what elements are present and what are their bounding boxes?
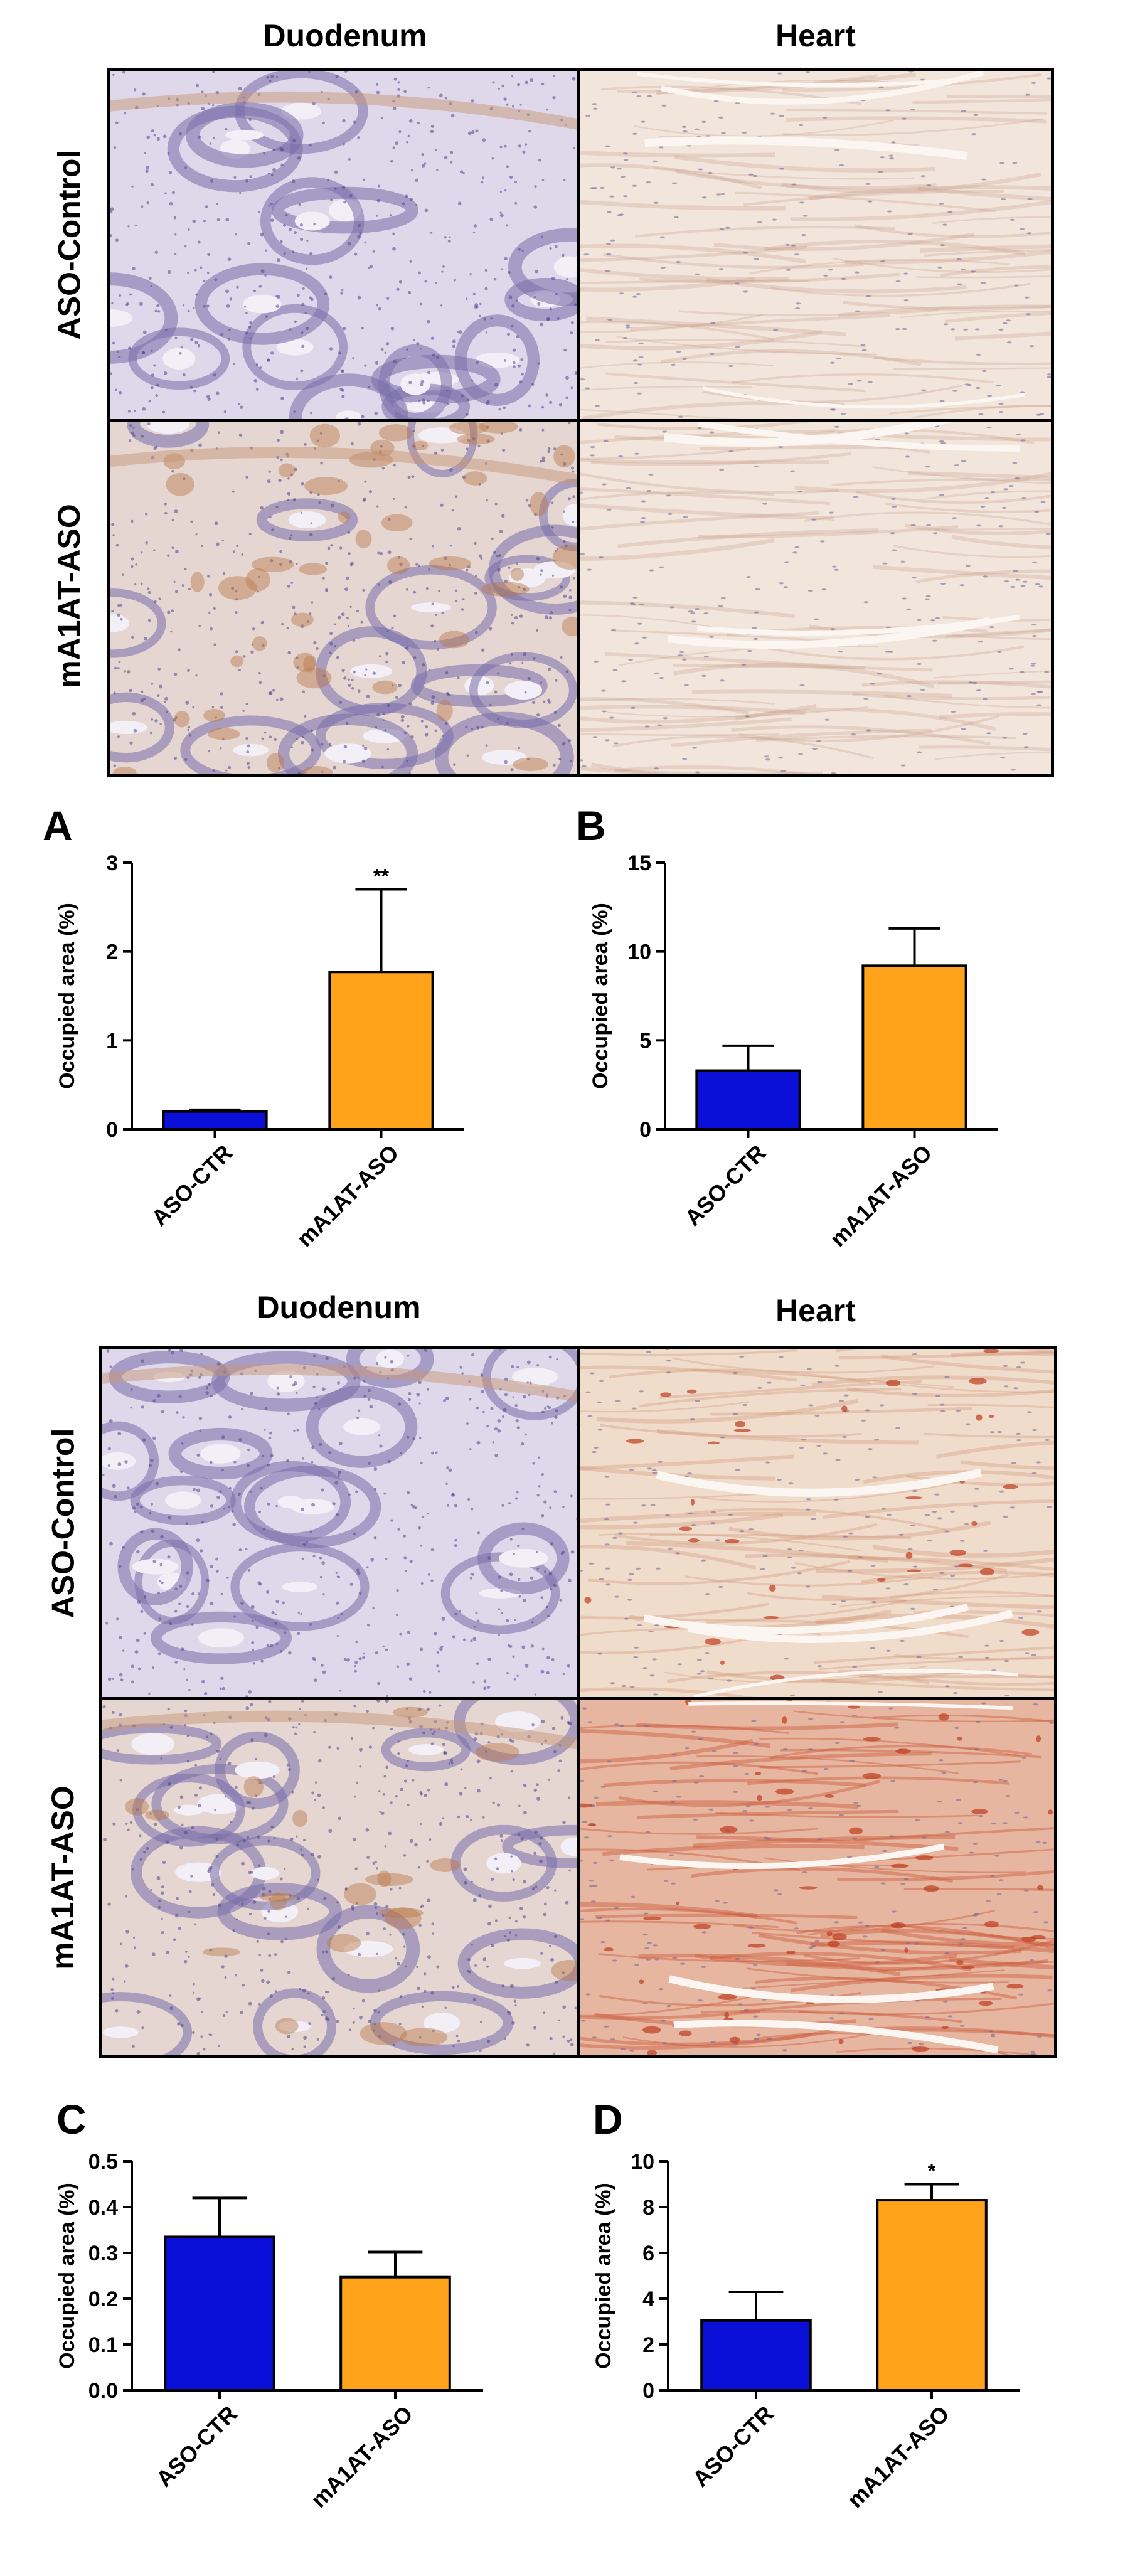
top-col-header-heart: Heart: [775, 18, 856, 53]
y-tick-label-0: 0: [639, 1118, 651, 1142]
y-tick-label-3: 3: [106, 851, 118, 875]
x-tick-label-ma1at-aso: mA1AT-ASO: [842, 2401, 954, 2513]
significance-marker-ma1at-aso: *: [928, 2160, 936, 2183]
bar-aso-ctr: [695, 1069, 801, 1131]
x-tick-label-aso-ctr: ASO-CTR: [679, 1140, 770, 1231]
top-row-header-ma1at-aso-wrap: mA1AT-ASO: [38, 420, 100, 772]
y-tick-label-3: 6: [642, 2242, 654, 2265]
chart-b: Occupied area (%) 0 5 10 15 ASO-CTR mA1AT-ASO: [589, 851, 998, 1252]
y-tick-label-0: 0: [106, 1118, 118, 1142]
y-tick-label-2: 2: [106, 940, 118, 964]
panel-letter-c: C: [56, 2096, 87, 2142]
y-tick-label-3: 15: [627, 851, 651, 875]
y-axis-label: Occupied area (%): [592, 2183, 615, 2369]
y-tick-label-0: 0.0: [88, 2379, 118, 2403]
y-axis-label: Occupied area (%): [55, 903, 79, 1089]
bottom-col-header-duodenum: Duodenum: [257, 1290, 421, 1325]
chart-d: Occupied area (%) 0 2 4 6 8 10 ASO-CTR * mA1AT-AS…: [592, 2150, 1020, 2513]
bar-aso-ctr: [164, 2235, 275, 2392]
panel-letter-d: D: [593, 2096, 623, 2142]
x-tick-label-aso-ctr: ASO-CTR: [146, 1140, 237, 1231]
bottom-col-header-heart: Heart: [775, 1293, 856, 1328]
bottom-row-header-aso-control-wrap: ASO-Control: [31, 1346, 94, 1700]
y-tick-label-5: 10: [631, 2150, 654, 2174]
bar-ma1at-aso: [328, 971, 434, 1131]
panel-letter-b: B: [576, 802, 606, 849]
micrograph-top-heart-aso-control: [577, 68, 1054, 422]
micrograph-bottom-duodenum-ma1at-aso: [99, 1697, 582, 2058]
micrograph-top-duodenum-aso-control: [107, 68, 582, 422]
y-tick-label-2: 4: [642, 2287, 654, 2311]
x-tick-label-aso-ctr: ASO-CTR: [688, 2401, 779, 2492]
top-row-header-aso-control: ASO-Control: [51, 149, 87, 340]
y-tick-label-5: 0.5: [88, 2150, 118, 2174]
y-axis-label: Occupied area (%): [589, 903, 612, 1089]
micrograph-bottom-heart-aso-control: [577, 1346, 1057, 1700]
top-row-header-ma1at-aso: mA1AT-ASO: [51, 504, 87, 688]
y-tick-label-2: 10: [627, 940, 651, 964]
y-tick-label-1: 0.1: [88, 2333, 118, 2357]
x-tick-label-ma1at-aso: mA1AT-ASO: [292, 1140, 403, 1252]
micrograph-bottom-duodenum-aso-control: [99, 1346, 582, 1700]
bar-ma1at-aso: [876, 2199, 988, 2392]
y-tick-label-4: 8: [642, 2196, 654, 2220]
micrograph-top-duodenum-ma1at-aso: [107, 419, 582, 777]
bar-aso-ctr: [162, 1110, 268, 1131]
bar-ma1at-aso: [861, 964, 967, 1131]
chart-a: Occupied area (%) 0 1 2 3 ASO-CTR ** mA1AT-ASO: [55, 851, 464, 1252]
bar-ma1at-aso: [339, 2275, 451, 2392]
x-tick-label-aso-ctr: ASO-CTR: [151, 2401, 242, 2492]
top-col-header-duodenum: Duodenum: [263, 18, 427, 53]
y-axis-label: Occupied area (%): [55, 2183, 79, 2369]
y-tick-label-1: 5: [639, 1029, 651, 1053]
x-tick-label-ma1at-aso: mA1AT-ASO: [825, 1140, 937, 1252]
y-tick-label-4: 0.4: [88, 2196, 118, 2220]
y-tick-label-2: 0.2: [88, 2287, 118, 2311]
bottom-row-header-ma1at-aso-wrap: mA1AT-ASO: [31, 1700, 94, 2055]
y-tick-label-1: 1: [106, 1029, 118, 1053]
bottom-row-header-ma1at-aso: mA1AT-ASO: [45, 1785, 80, 1970]
chart-c: Occupied area (%) 0.0 0.1 0.2 0.3 0.4 0.5 ASO-C…: [55, 2150, 483, 2513]
y-tick-label-1: 2: [642, 2333, 654, 2357]
bottom-row-header-aso-control: ASO-Control: [45, 1428, 81, 1618]
y-tick-label-0: 0: [642, 2379, 654, 2403]
significance-marker-ma1at-aso: **: [373, 865, 389, 888]
top-row-header-aso-control-wrap: ASO-Control: [38, 69, 100, 420]
bar-aso-ctr: [700, 2319, 812, 2392]
y-tick-label-3: 0.3: [88, 2242, 118, 2265]
panel-letter-a: A: [43, 802, 73, 849]
micrograph-top-heart-ma1at-aso: [577, 419, 1054, 777]
x-tick-label-ma1at-aso: mA1AT-ASO: [306, 2401, 417, 2513]
micrograph-bottom-heart-ma1at-aso: [577, 1697, 1057, 2058]
